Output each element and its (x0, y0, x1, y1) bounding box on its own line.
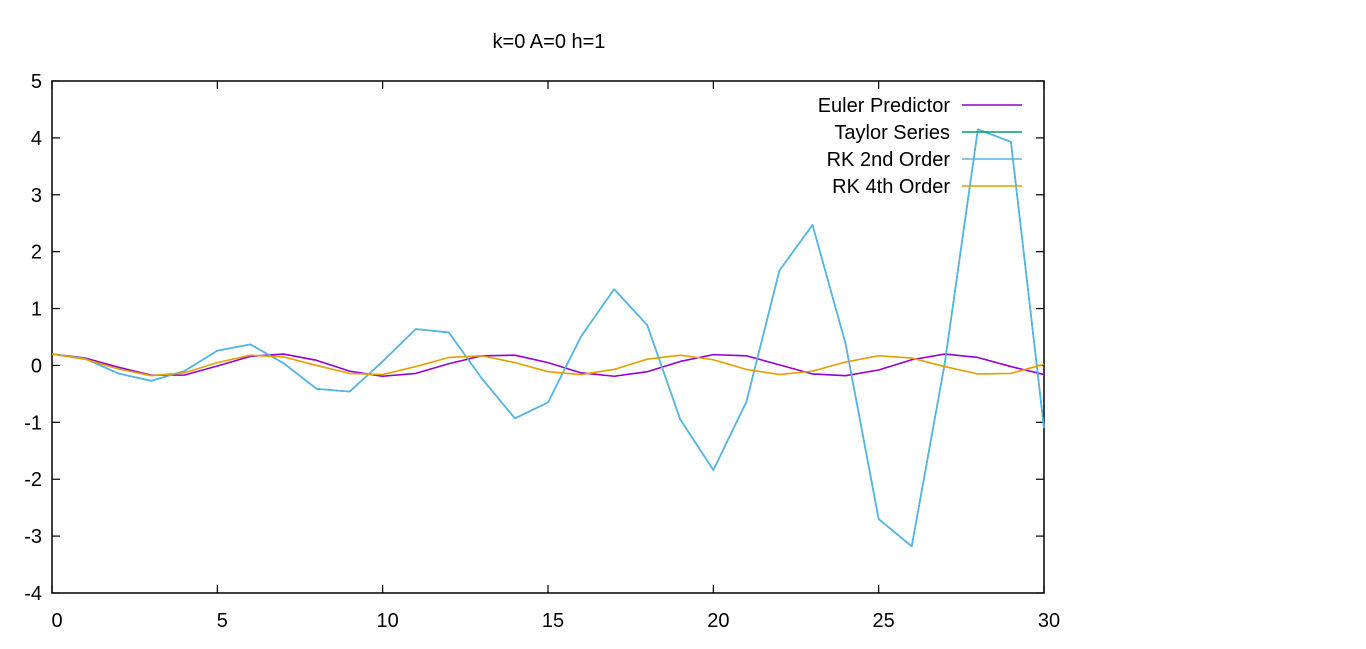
x-tick-label: 15 (542, 610, 564, 632)
series-line-rk-4th-order (51, 353, 1045, 377)
legend-label: RK 2nd Order (827, 149, 951, 171)
x-tick-label: 25 (873, 610, 895, 632)
legend: Euler Predictor Taylor Series RK 2nd Order… (818, 95, 1022, 198)
y-tick-label: 2 (31, 242, 42, 264)
y-tick-label: 5 (31, 71, 42, 93)
y-tick-label: 3 (31, 185, 42, 207)
x-tick-label: 5 (217, 610, 228, 632)
legend-label: Euler Predictor (818, 95, 951, 117)
y-tick-label: 4 (31, 128, 42, 150)
series-lines (51, 128, 1045, 548)
x-tick-label: 10 (377, 610, 399, 632)
y-tick-label: 0 (31, 355, 42, 377)
x-tick-label: 0 (51, 610, 62, 632)
legend-label: RK 4th Order (832, 176, 950, 198)
x-tick-label: 30 (1038, 610, 1060, 632)
series-line-rk-2nd-order (51, 128, 1045, 548)
y-tick-label: -3 (24, 526, 42, 548)
legend-label: Taylor Series (834, 122, 950, 144)
y-tick-label: 1 (31, 299, 42, 321)
y-tick-label: -1 (24, 412, 42, 434)
chart-title: k=0 A=0 h=1 (493, 31, 606, 53)
axes: 0 5 10 15 20 25 30 -4 -3 -2 -1 0 1 2 3 4 5 (24, 71, 1060, 632)
y-tick-label: -2 (24, 469, 42, 491)
series-line-euler-predictor (51, 353, 1045, 378)
y-tick-label: -4 (24, 583, 42, 605)
x-tick-label: 20 (707, 610, 729, 632)
